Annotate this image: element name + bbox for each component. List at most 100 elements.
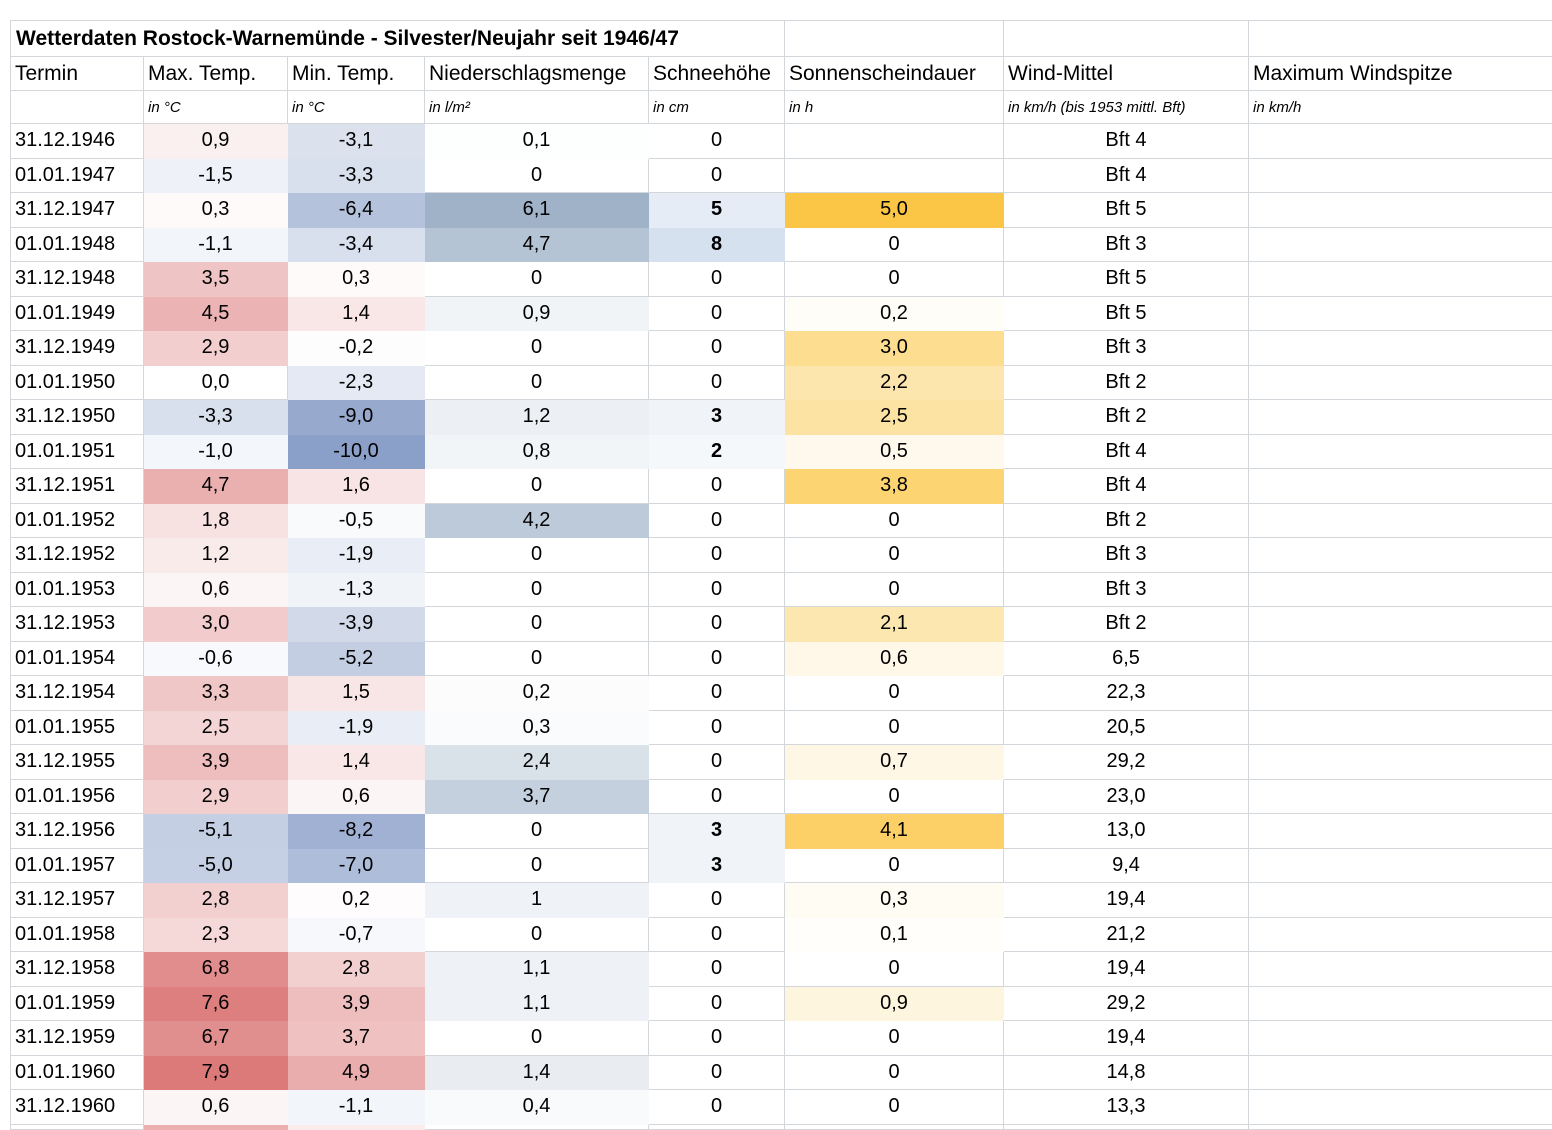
cell-schnee[interactable]: 0 [649,745,785,780]
cell-sonne[interactable]: 0 [785,1055,1004,1090]
cell-nied[interactable]: 0,9 [425,296,649,331]
cell-spitze[interactable] [1249,124,1552,159]
cell-wind[interactable]: Bft 4 [1004,434,1249,469]
cell-wind[interactable]: Bft 5 [1004,193,1249,228]
cell-termin[interactable]: 31.12.1958 [11,952,144,987]
cell-max[interactable]: 1,8 [144,503,288,538]
title-empty-cell[interactable] [785,21,1004,57]
cell-termin[interactable]: 31.12.1950 [11,400,144,435]
cell-min[interactable]: -1,3 [288,572,425,607]
cell-min[interactable]: -3,4 [288,227,425,262]
cell-termin[interactable]: 01.01.1958 [11,917,144,952]
cell-schnee[interactable]: 0 [649,469,785,504]
cell-schnee[interactable]: 0 [649,986,785,1021]
cell-spitze[interactable] [1249,158,1552,193]
cell-termin[interactable]: 01.01.1948 [11,227,144,262]
cell-termin[interactable]: 01.01.1953 [11,572,144,607]
cell-spitze[interactable] [1249,607,1552,642]
cell-max[interactable]: -1,5 [144,158,288,193]
cell-min[interactable]: -6,4 [288,193,425,228]
cell-wind[interactable]: Bft 3 [1004,572,1249,607]
cell-wind[interactable]: Bft 2 [1004,607,1249,642]
cell-schnee[interactable]: 5 [649,193,785,228]
column-unit-max[interactable]: in °C [144,91,288,124]
cell-min[interactable]: 1,5 [288,676,425,711]
cell-min[interactable]: -3,1 [288,124,425,159]
cell-spitze[interactable] [1249,779,1552,814]
cell-sonne[interactable]: 4,1 [785,814,1004,849]
cell-nied[interactable]: 0 [425,607,649,642]
cell-sonne[interactable]: 0 [785,538,1004,573]
cell-sonne[interactable]: 0,7 [785,745,1004,780]
cell-min[interactable]: -0,2 [288,331,425,366]
cell-min[interactable]: -1,9 [288,538,425,573]
cell-min[interactable]: 1,4 [288,745,425,780]
column-unit-nied[interactable]: in l/m² [425,91,649,124]
cell-spitze[interactable] [1249,400,1552,435]
cell-max[interactable]: 1,2 [144,538,288,573]
cell-termin[interactable]: 01.01.1960 [11,1055,144,1090]
cell-termin[interactable]: 31.12.1956 [11,814,144,849]
cell-min[interactable]: -7,0 [288,848,425,883]
cell-min[interactable]: 4,9 [288,1055,425,1090]
cell-schnee[interactable]: 0 [649,538,785,573]
cell-sonne[interactable]: 5,0 [785,193,1004,228]
cell-termin[interactable]: 01.01.1949 [11,296,144,331]
cell-nied[interactable]: 0 [425,917,649,952]
cell-schnee[interactable]: 0 [649,158,785,193]
cell-termin[interactable]: 31.12.1947 [11,193,144,228]
cell-schnee[interactable]: 0 [649,1021,785,1056]
cell-max[interactable]: -5,0 [144,848,288,883]
column-header-min[interactable]: Min. Temp. [288,57,425,91]
column-unit-spitze[interactable]: in km/h [1249,91,1552,124]
cell-min[interactable]: -0,7 [288,917,425,952]
cell-sonne[interactable]: 0 [785,710,1004,745]
cell-nied[interactable]: 0 [425,572,649,607]
cell-termin[interactable]: 01.01.1947 [11,158,144,193]
sheet-title[interactable]: Wetterdaten Rostock-Warnemünde - Silvest… [11,21,785,57]
cell-nied[interactable]: 4,2 [425,503,649,538]
cell-wind[interactable]: Bft 5 [1004,296,1249,331]
cell-nied[interactable]: 0,1 [425,124,649,159]
cell-schnee[interactable]: 0 [649,952,785,987]
cell-wind[interactable]: Bft 2 [1004,503,1249,538]
cell-schnee[interactable]: 0 [649,779,785,814]
cell-termin[interactable]: 01.01.1955 [11,710,144,745]
cell-nied[interactable]: 2,4 [425,745,649,780]
cell-spitze[interactable] [1249,193,1552,228]
cell-spitze[interactable] [1249,641,1552,676]
cell-nied[interactable]: 1,2 [425,400,649,435]
cell-max[interactable]: -3,3 [144,400,288,435]
cell-sonne[interactable]: 0,6 [785,641,1004,676]
cell-wind[interactable]: Bft 4 [1004,124,1249,159]
cell-max[interactable]: 6,8 [144,952,288,987]
cell-nied[interactable]: 6,1 [425,193,649,228]
cell-nied[interactable]: 0 [425,848,649,883]
cell-min[interactable]: 2,8 [288,952,425,987]
cell-termin[interactable]: 31.12.1949 [11,331,144,366]
cell-sonne[interactable]: 3,0 [785,331,1004,366]
cell-schnee[interactable]: 0 [649,1055,785,1090]
column-unit-schnee[interactable]: in cm [649,91,785,124]
cell-sonne[interactable]: 0,3 [785,883,1004,918]
cell-max[interactable]: -5,1 [144,814,288,849]
cell-termin[interactable]: 01.01.1950 [11,365,144,400]
cell-wind[interactable]: 19,4 [1004,883,1249,918]
cell-max[interactable]: 0,6 [144,572,288,607]
cell-wind[interactable]: 14,8 [1004,1055,1249,1090]
cell-schnee[interactable]: 0 [649,710,785,745]
cell-termin[interactable]: 01.01.1957 [11,848,144,883]
cell-termin[interactable]: 31.12.1946 [11,124,144,159]
cell-wind[interactable]: Bft 4 [1004,158,1249,193]
cell-wind[interactable]: 6,5 [1004,641,1249,676]
cell-sonne[interactable]: 0,9 [785,986,1004,1021]
cell-max[interactable]: -1,1 [144,227,288,262]
cell-wind[interactable]: 20,5 [1004,710,1249,745]
cell-nied[interactable]: 0,3 [425,710,649,745]
cell-spitze[interactable] [1249,365,1552,400]
cell-spitze[interactable] [1249,814,1552,849]
cell-nied[interactable]: 1,1 [425,986,649,1021]
cell-termin[interactable]: 31.12.1954 [11,676,144,711]
cell-spitze[interactable] [1249,331,1552,366]
cell-min[interactable]: -1,1 [288,1090,425,1125]
